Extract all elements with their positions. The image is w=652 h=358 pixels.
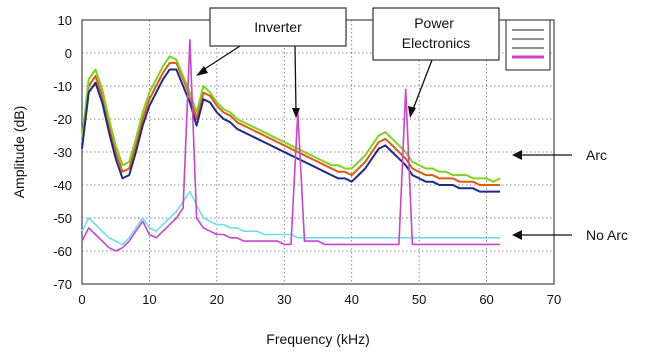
y-tick-label: -70 [53,277,72,292]
annotation-power-electronics-line2: Electronics [402,35,470,51]
series-line-noarc-4 [81,38,501,252]
arrow-inverter-1 [199,45,241,73]
series-group [81,38,501,252]
tick-labels: 0 10 20 30 40 50 60 70 10 0 -10 -20 -30 -40 -50 -60 -70 [53,13,561,307]
annotation-power-electronics: Power Electronics [372,7,500,61]
x-tick-label: 70 [547,292,561,307]
y-tick-label: -20 [53,112,72,127]
y-tick-label: -60 [53,244,72,259]
arrow-arc-head [512,150,522,160]
x-tick-label: 10 [142,292,156,307]
label-arc: Arc [586,147,607,163]
annotation-inverter: Inverter [209,7,347,47]
arrow-inverter-1-head [196,66,208,76]
arrow-power-electronics [411,59,433,113]
arrow-no-arc-head [512,230,522,240]
y-tick-label: -40 [53,178,72,193]
y-tick-label: -30 [53,145,72,160]
annotation-inverter-label: Inverter [254,19,302,35]
series-line-arc-2 [81,68,501,193]
arrow-power-electronics-head [408,106,416,118]
arrow-inverter-2-head [292,108,300,118]
y-tick-label: -50 [53,211,72,226]
x-tick-label: 30 [277,292,291,307]
arrow-inverter-2 [294,45,297,113]
x-tick-label: 50 [412,292,426,307]
annotation-power-electronics-line1: Power [414,15,454,31]
x-tick-label: 20 [210,292,224,307]
y-tick-label: 10 [58,13,72,28]
series-line-arc-1 [81,55,501,183]
y-axis-title: Amplitude (dB) [11,106,27,199]
x-tick-label: 40 [344,292,358,307]
x-axis-title: Frequency (kHz) [266,331,369,347]
series-line-arc-0 [81,61,501,186]
y-tick-label: 0 [65,46,72,61]
label-no-arc: No Arc [586,227,628,243]
x-tick-label: 60 [479,292,493,307]
legend-box [505,19,551,71]
svg-text:Power Electronics: Power Electronics [402,15,470,51]
x-tick-label: 0 [78,292,85,307]
annotation-arrows [196,45,572,240]
y-tick-label: -10 [53,79,72,94]
grid-lines [82,20,554,284]
